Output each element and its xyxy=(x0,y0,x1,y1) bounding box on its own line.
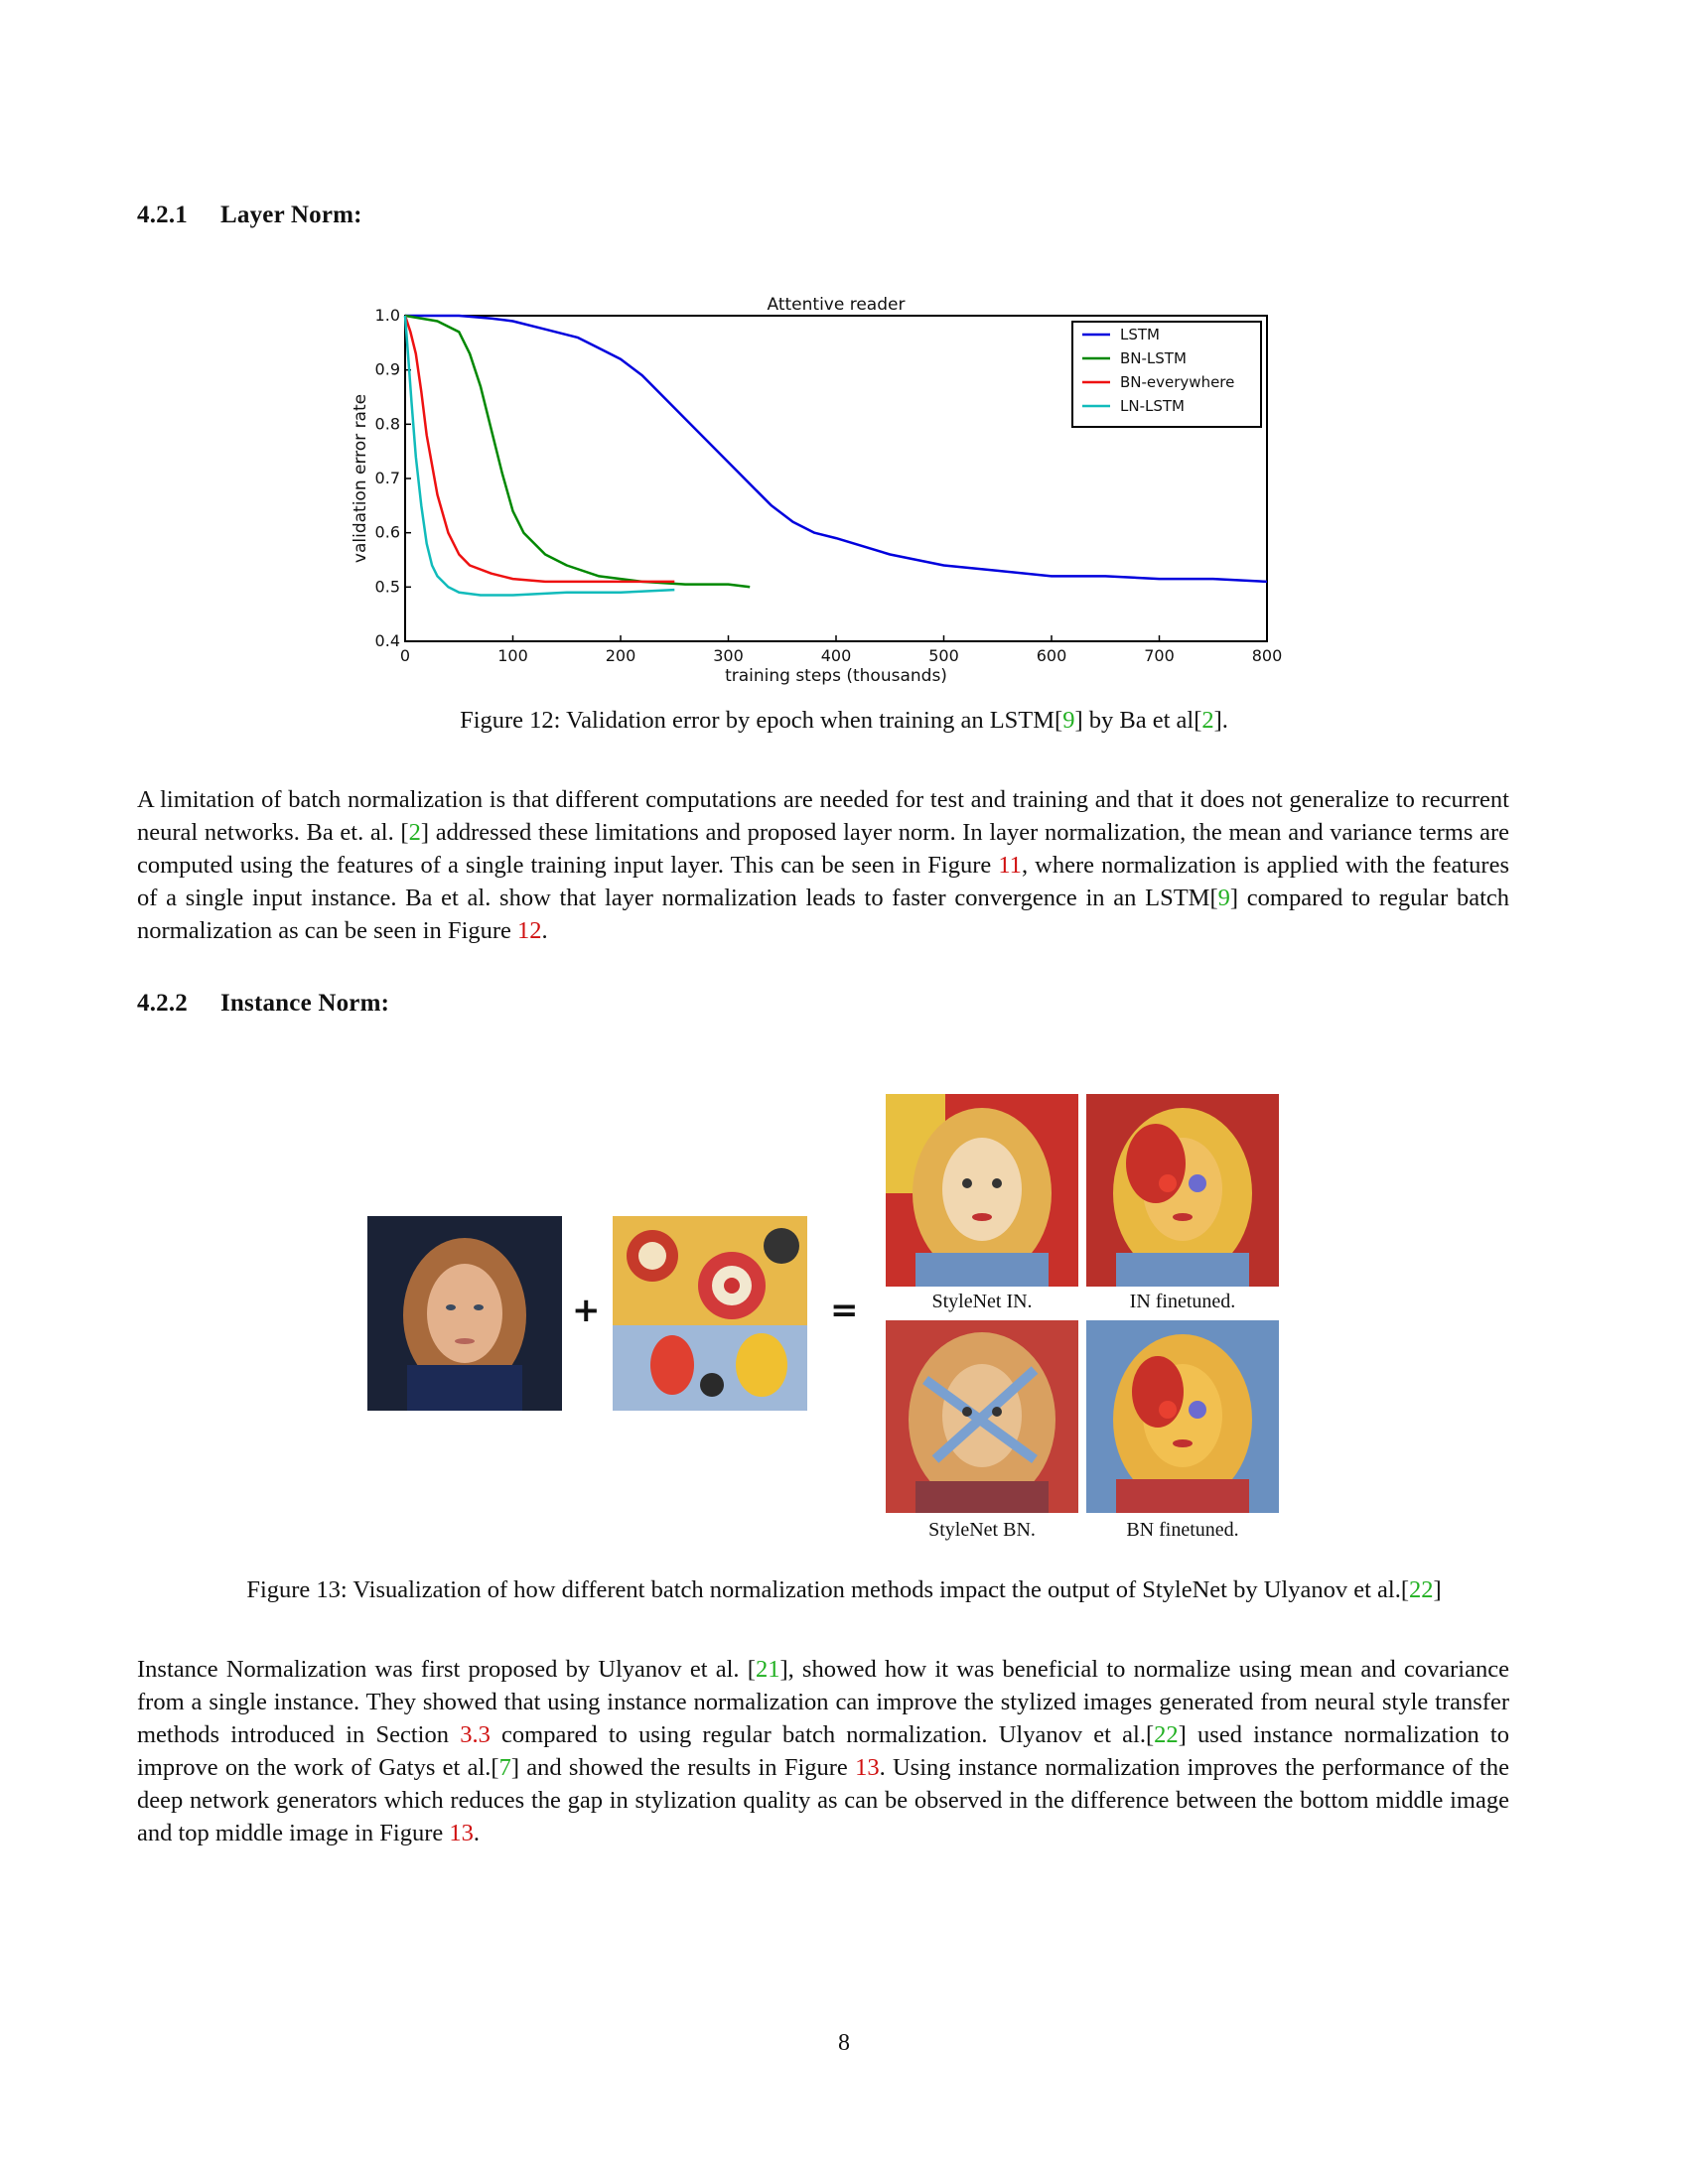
y-tick-label: 0.6 xyxy=(375,523,400,542)
x-tick-label: 600 xyxy=(1037,646,1067,665)
para-text: Instance Normalization was first propose… xyxy=(137,1656,756,1683)
y-tick-label: 0.4 xyxy=(375,631,400,650)
x-axis-label: training steps (thousands) xyxy=(725,666,947,685)
stylized-image-bn-finetuned xyxy=(1086,1320,1279,1513)
y-tick-label: 0.8 xyxy=(375,414,400,433)
citation-link[interactable]: 2 xyxy=(1201,707,1214,734)
figure-13-caption: Figure 13: Visualization of how differen… xyxy=(0,1576,1688,1604)
legend-box xyxy=(1071,321,1262,428)
x-tick-label: 0 xyxy=(400,646,410,665)
caption-text: ] by Ba et al[ xyxy=(1074,707,1202,734)
section-heading-instance-norm: 4.2.2 Instance Norm: xyxy=(137,990,389,1018)
figure-12-caption: Figure 12: Validation error by epoch whe… xyxy=(0,707,1688,735)
legend-label: LSTM xyxy=(1120,326,1160,343)
y-tick-label: 0.5 xyxy=(375,577,400,596)
page-number: 8 xyxy=(838,2030,850,2056)
section-title: Layer Norm: xyxy=(220,202,362,228)
stylized-image-stylenet-in xyxy=(886,1094,1078,1287)
para-text: compared to using regular batch normaliz… xyxy=(490,1721,1155,1748)
stylized-image-stylenet-bn xyxy=(886,1320,1078,1513)
para-text: ], showed how it was beneficial to norma… xyxy=(137,1656,1509,1748)
para-text: ] compared to regular batch normalizatio… xyxy=(137,885,1510,944)
citation-link[interactable]: 2 xyxy=(408,819,421,846)
caption-text: ]. xyxy=(1213,707,1228,734)
section-link[interactable]: 3.3 xyxy=(460,1721,491,1748)
x-tick-label: 200 xyxy=(606,646,636,665)
para-text: . xyxy=(541,917,548,944)
figure-link[interactable]: 13 xyxy=(449,1820,474,1846)
section-number: 4.2.1 xyxy=(137,202,188,228)
figure-12-chart: Attentive reader 0 100 200 300 400 500 600 700 80… xyxy=(351,295,1283,685)
citation-link[interactable]: 9 xyxy=(1217,885,1230,911)
para-text: , where normalization is applied with th… xyxy=(137,852,1510,911)
equals-sign: = xyxy=(830,1291,859,1330)
content-photo xyxy=(367,1216,562,1411)
legend-label: BN-everywhere xyxy=(1120,373,1234,391)
citation-link[interactable]: 21 xyxy=(755,1656,780,1683)
citation-link[interactable]: 7 xyxy=(498,1754,511,1781)
para-text: ] used instance normalization to improve… xyxy=(137,1721,1509,1781)
label-bn-finetuned: BN finetuned. xyxy=(1126,1519,1239,1541)
x-tick-label: 300 xyxy=(713,646,744,665)
label-stylenet-bn: StyleNet BN. xyxy=(928,1519,1036,1541)
para-text: . xyxy=(473,1820,480,1846)
section-title: Instance Norm: xyxy=(220,990,390,1017)
para-text: ] and showed the results in Figure xyxy=(510,1754,856,1781)
plus-sign: + xyxy=(572,1291,601,1330)
figure-link[interactable]: 12 xyxy=(517,917,542,944)
figure-link[interactable]: 13 xyxy=(855,1754,880,1781)
label-in-finetuned: IN finetuned. xyxy=(1129,1291,1236,1312)
x-tick-label: 100 xyxy=(497,646,528,665)
series-line-bn-everywhere xyxy=(403,315,675,584)
caption-text: Figure 13: Visualization of how differen… xyxy=(246,1576,1409,1603)
legend-label: BN-LSTM xyxy=(1120,349,1187,367)
series-line-ln-lstm xyxy=(403,315,675,597)
section-number: 4.2.2 xyxy=(137,990,188,1017)
y-tick-label: 1.0 xyxy=(375,306,400,325)
citation-link[interactable]: 22 xyxy=(1154,1721,1179,1748)
paragraph-instance-norm: Instance Normalization was first propose… xyxy=(137,1653,1509,1849)
citation-link[interactable]: 22 xyxy=(1408,1576,1434,1603)
series-line-lstm xyxy=(405,314,1268,584)
caption-text: ] xyxy=(1433,1576,1442,1603)
citation-link[interactable]: 9 xyxy=(1062,707,1075,734)
section-heading-layer-norm: 4.2.1 Layer Norm: xyxy=(137,202,362,229)
x-tick-label: 400 xyxy=(821,646,852,665)
figure-link[interactable]: 11 xyxy=(998,852,1022,879)
y-tick-label: 0.7 xyxy=(375,469,400,487)
label-stylenet-in: StyleNet IN. xyxy=(931,1291,1033,1312)
chart-title: Attentive reader xyxy=(768,295,906,315)
x-tick-label: 800 xyxy=(1252,646,1283,665)
paragraph-layer-norm: A limitation of batch normalization is t… xyxy=(137,783,1509,947)
y-axis-label: validation error rate xyxy=(351,394,370,563)
series-line-bn-lstm xyxy=(404,314,751,589)
x-tick-label: 700 xyxy=(1144,646,1175,665)
para-text: ] addressed these limitations and propos… xyxy=(137,819,1509,879)
y-tick-label: 0.9 xyxy=(375,360,400,379)
para-text: A limitation of batch normalization is t… xyxy=(137,786,1509,846)
stylized-image-in-finetuned xyxy=(1086,1094,1279,1287)
para-text: . Using instance normalization improves … xyxy=(137,1754,1509,1846)
style-painting xyxy=(613,1216,807,1411)
caption-text: Figure 12: Validation error by epoch whe… xyxy=(460,707,1063,734)
legend-label: LN-LSTM xyxy=(1120,397,1185,415)
x-tick-label: 500 xyxy=(928,646,959,665)
